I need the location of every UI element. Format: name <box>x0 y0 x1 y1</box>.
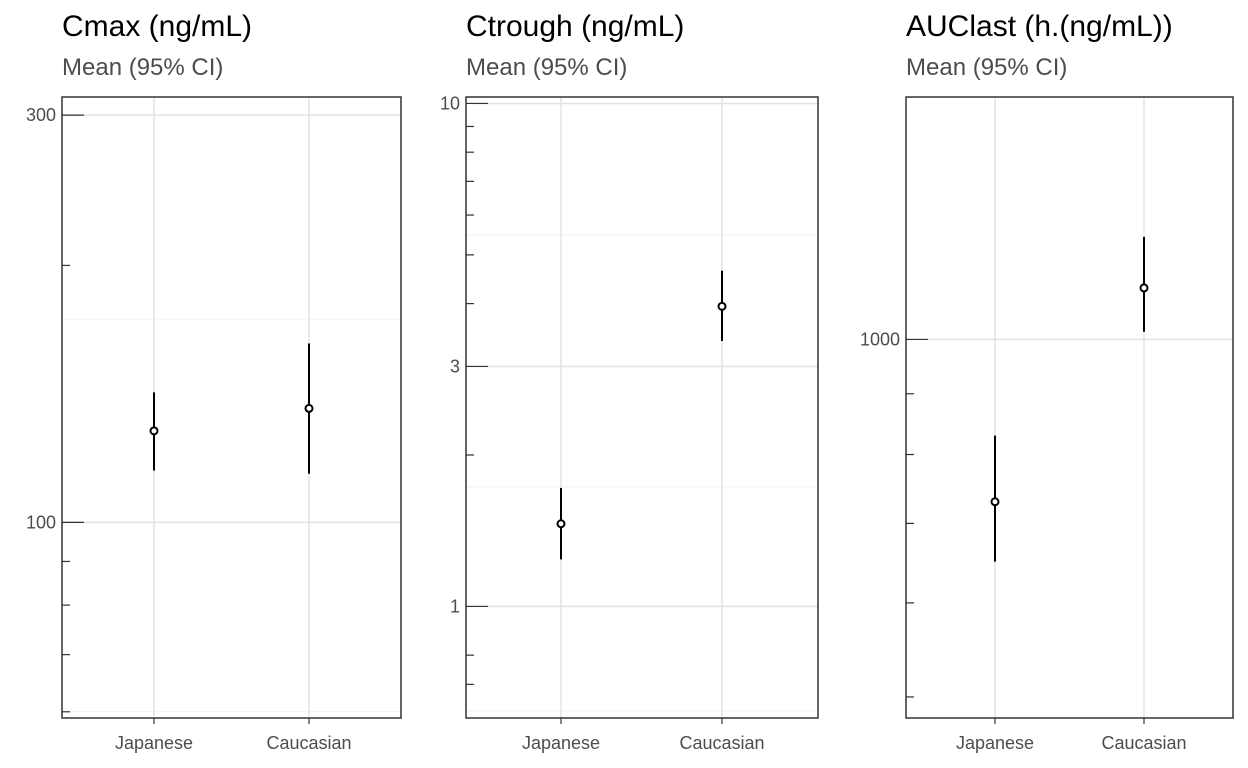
panel-subtitle: Mean (95% CI) <box>466 54 628 81</box>
x-tick-label: Japanese <box>956 733 1034 753</box>
panel-subtitle: Mean (95% CI) <box>906 54 1068 81</box>
x-tick-label: Japanese <box>115 733 193 753</box>
panel-border <box>465 96 819 719</box>
mean-point <box>149 426 159 436</box>
x-tick-label: Japanese <box>522 733 600 753</box>
x-tick-label: Caucasian <box>1101 733 1186 753</box>
y-tick-label: 1 <box>450 596 460 616</box>
mean-point <box>304 403 314 413</box>
y-tick-label: 300 <box>26 105 56 125</box>
mean-point <box>1139 283 1149 293</box>
panel-title: Ctrough (ng/mL) <box>466 10 685 43</box>
y-tick-label: 100 <box>26 512 56 532</box>
panel-title: AUClast (h.(ng/mL)) <box>906 10 1173 43</box>
y-tick-label: 10 <box>440 93 460 113</box>
panel-subtitle: Mean (95% CI) <box>62 54 224 81</box>
mean-point <box>990 497 1000 507</box>
mean-point <box>556 519 566 529</box>
y-tick-label: 1000 <box>860 329 900 349</box>
panel-border <box>905 96 1234 719</box>
panel-border <box>61 96 402 719</box>
mean-point <box>717 301 727 311</box>
panel-title: Cmax (ng/mL) <box>62 10 253 43</box>
x-tick-label: Caucasian <box>266 733 351 753</box>
y-tick-label: 3 <box>450 356 460 376</box>
x-tick-label: Caucasian <box>679 733 764 753</box>
